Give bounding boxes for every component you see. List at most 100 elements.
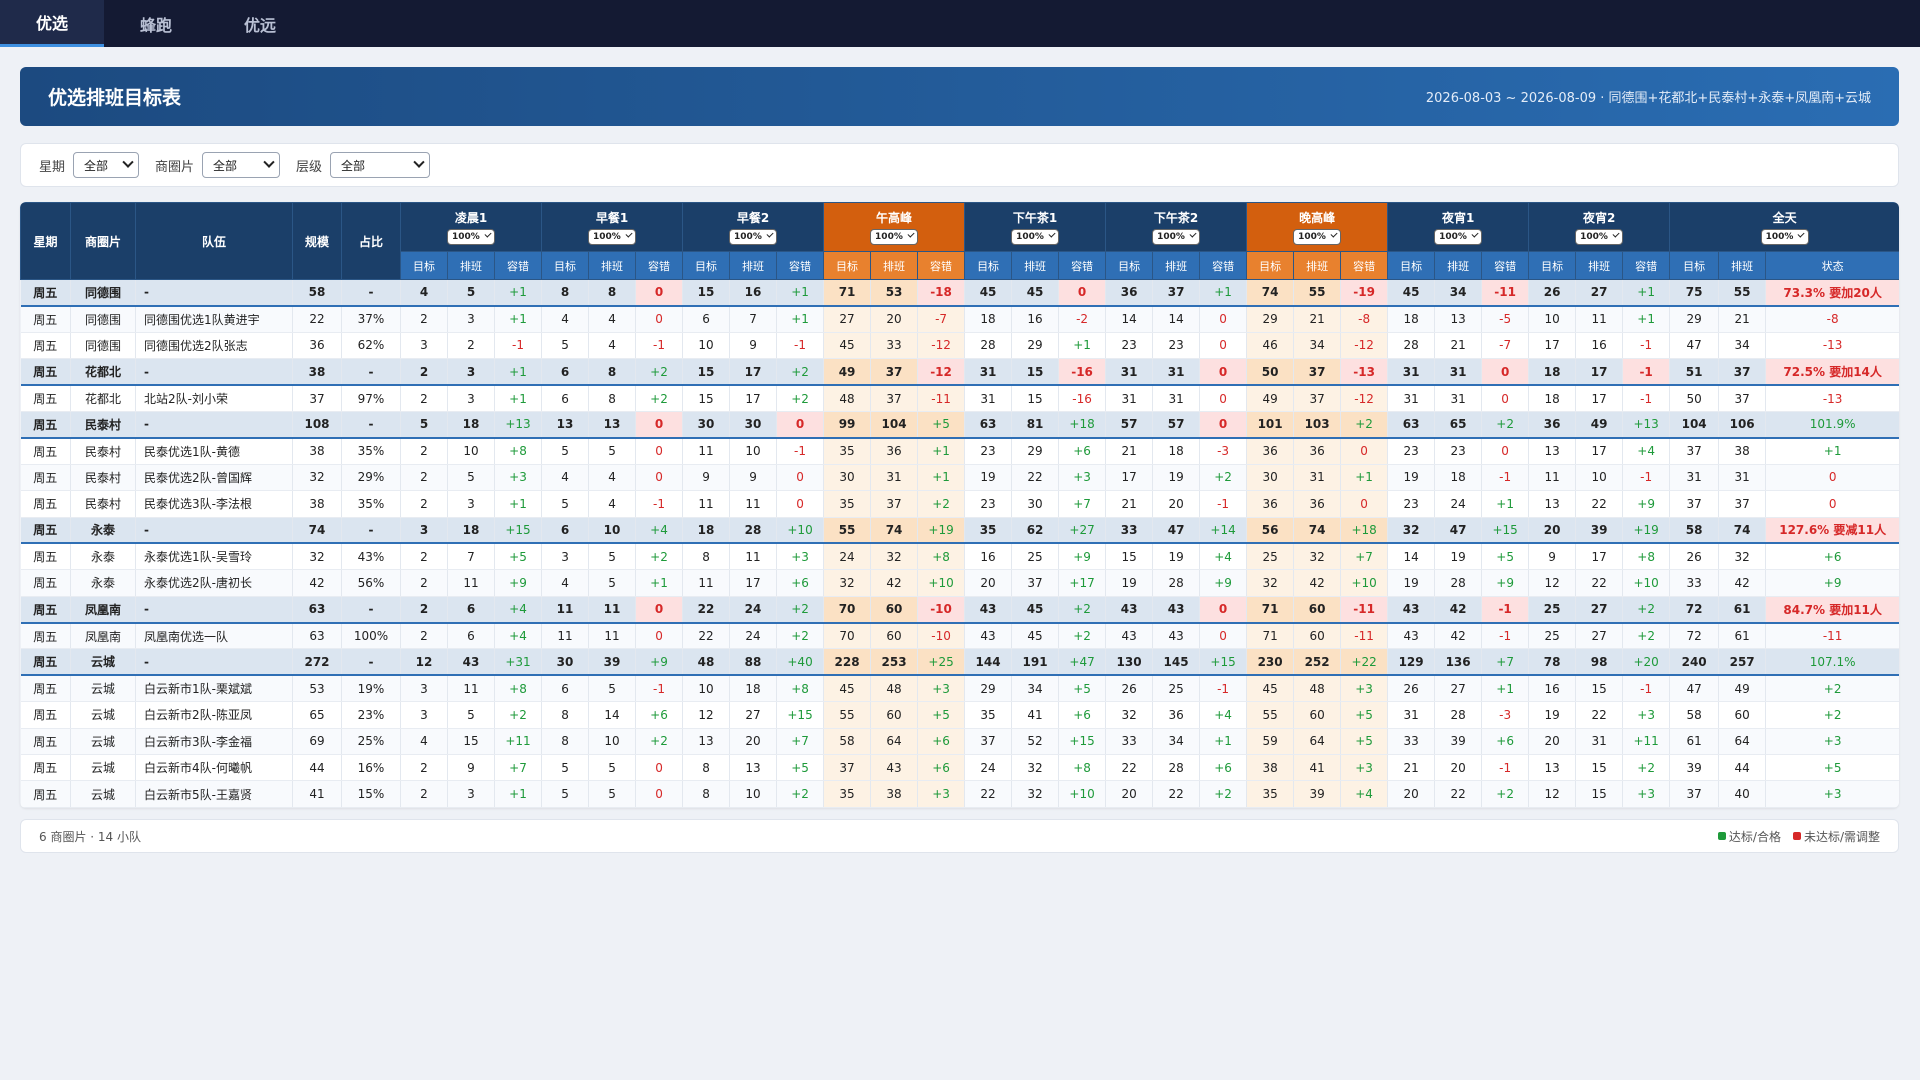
cell: - xyxy=(341,648,401,677)
period-name: 下午茶2 xyxy=(1153,211,1199,225)
legend-label: 达标/合格 xyxy=(1728,829,1781,844)
cell: 17 xyxy=(1575,437,1624,465)
dropdown[interactable]: 全部 xyxy=(73,152,140,178)
cell: 10 xyxy=(447,437,495,465)
cell: 11 xyxy=(682,569,731,597)
cell: 16 xyxy=(1575,332,1624,360)
status-cell: -13 xyxy=(1765,385,1899,412)
cell: 240 xyxy=(1669,648,1720,677)
diff-cell: +7 xyxy=(1058,490,1107,518)
diff-cell: +15 xyxy=(1199,648,1248,677)
cell: 云城 xyxy=(70,648,136,677)
cell: 8 xyxy=(541,728,590,756)
cell: 19 xyxy=(1152,543,1201,571)
nav-tab[interactable]: 优远 xyxy=(243,15,276,35)
dropdown[interactable]: 100% xyxy=(1575,229,1624,245)
detail-row: 周五 永泰 永泰优选1队-吴雪玲 32 43% 2 7 +5 3 5 +2 8 11 +3 24 32 +8 16… xyxy=(20,543,1899,571)
cell: 23 xyxy=(964,437,1013,465)
diff-cell: -12 xyxy=(1340,332,1389,360)
sub-header: 目标 xyxy=(682,251,731,280)
dropdown[interactable]: 100% xyxy=(447,229,495,245)
cell: 25% xyxy=(341,728,401,756)
diff-cell: +15 xyxy=(776,701,825,729)
cell: 104 xyxy=(870,411,919,439)
cell: 16 xyxy=(729,279,778,307)
cell: 民泰村 xyxy=(70,411,136,439)
cell: 16 xyxy=(964,543,1013,571)
diff-cell: -10 xyxy=(917,622,966,650)
diff-cell: +2 xyxy=(776,596,825,624)
cell: 8 xyxy=(588,385,637,412)
period-name: 凌晨1 xyxy=(454,211,488,225)
cell: 60 xyxy=(870,701,919,729)
dropdown[interactable]: 全部 xyxy=(202,152,281,178)
cell: 31 xyxy=(1434,385,1483,412)
cell: 4 xyxy=(588,305,637,333)
summary-row: 周五 凤凰南 -63-2 6 +4 11 11 0 22 24 +2 70 60 -10 43 45 +2 43 4… xyxy=(20,596,1899,624)
cell: 47 xyxy=(1669,675,1720,703)
cell: 39 xyxy=(1575,517,1624,545)
cell: 58 xyxy=(1669,517,1720,545)
diff-cell: +2 xyxy=(776,622,825,650)
cell: 35% xyxy=(341,490,401,518)
cell: 8 xyxy=(541,701,590,729)
detail-row: 周五 同德围 同德围优选1队黄进宇 22 37% 2 3 +1 4 4 0 6 7 +1 27 20 -7 18 1… xyxy=(20,305,1899,333)
cell: 13 xyxy=(541,411,590,439)
cell: 45 xyxy=(1011,596,1060,624)
dropdown[interactable]: 100% xyxy=(729,229,778,245)
diff-cell: +11 xyxy=(494,728,543,756)
cell: 74 xyxy=(1246,279,1295,307)
nav-tab[interactable]: 优选 xyxy=(0,0,104,47)
dropdown-value: 全部 xyxy=(213,158,238,173)
cell: 27 xyxy=(1575,279,1624,307)
cell: 19 xyxy=(1152,464,1201,492)
top-nav: 优选 蜂跑 优远 xyxy=(0,0,1920,47)
cell: 44 xyxy=(292,754,342,782)
cell: 63 xyxy=(964,411,1013,439)
cell: 65 xyxy=(292,701,342,729)
dropdown-chevron xyxy=(766,230,774,238)
cell: 17 xyxy=(1575,543,1624,571)
cell: 26 xyxy=(1669,543,1720,571)
cell: 42 xyxy=(1434,622,1483,650)
cell: 13 xyxy=(1528,490,1577,518)
diff-cell: +5 xyxy=(1058,675,1107,703)
nav-tab[interactable]: 蜂跑 xyxy=(139,15,172,35)
diff-cell: +1 xyxy=(494,490,543,518)
dropdown[interactable]: 100% xyxy=(870,229,919,245)
cell: 2 xyxy=(400,569,448,597)
cell: 23 xyxy=(1434,437,1483,465)
cell: 15 xyxy=(682,385,731,412)
sub-header: 容错 xyxy=(493,251,543,280)
cell: 周五 xyxy=(20,279,71,307)
diff-cell: -7 xyxy=(917,305,966,333)
cell: 36 xyxy=(1293,490,1342,518)
dropdown[interactable]: 100% xyxy=(1152,229,1201,245)
diff-cell: +5 xyxy=(494,543,543,571)
cell: 27 xyxy=(823,305,872,333)
cell: 21 xyxy=(1387,754,1436,782)
detail-row: 周五 云城 白云新市1队-栗斌斌 53 19% 3 11 +8 6 5 -1 10 18 +8 45 48 +3… xyxy=(20,675,1899,703)
dropdown[interactable]: 100% xyxy=(588,229,637,245)
diff-cell: +1 xyxy=(1058,332,1107,360)
cell: 5 xyxy=(541,780,590,808)
dropdown[interactable]: 100% xyxy=(1293,229,1342,245)
diff-cell: +4 xyxy=(1199,543,1248,571)
cell: 60 xyxy=(870,622,919,650)
cell: 58 xyxy=(823,728,872,756)
dropdown-value: 100% xyxy=(1439,232,1467,242)
dropdown[interactable]: 100% xyxy=(1760,229,1809,245)
cell: 23% xyxy=(341,701,401,729)
cell: 52 xyxy=(1011,728,1060,756)
dropdown[interactable]: 100% xyxy=(1011,229,1060,245)
diff-cell: +1 xyxy=(494,305,543,333)
dropdown[interactable]: 全部 xyxy=(330,152,431,178)
dropdown[interactable]: 100% xyxy=(1434,229,1483,245)
diff-cell: +2 xyxy=(1481,780,1530,808)
cell: 43 xyxy=(1387,596,1436,624)
cell: 24 xyxy=(964,754,1013,782)
cell: 101 xyxy=(1246,411,1295,439)
cell: 31 xyxy=(1152,385,1201,412)
cell: 63 xyxy=(1387,411,1436,439)
cell: 17 xyxy=(1105,464,1154,492)
